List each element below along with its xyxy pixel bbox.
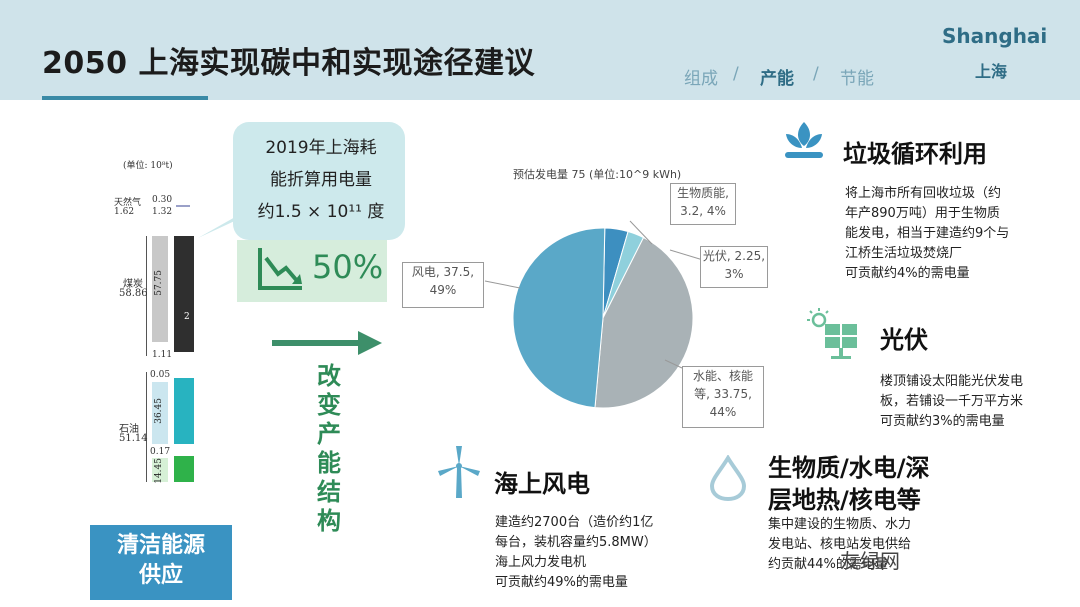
pie-slice-hydro — [594, 236, 694, 409]
solar-line: 板，若铺设一千万平方米 — [880, 394, 1024, 409]
nav-separator: / — [733, 64, 739, 84]
wind-turbine-icon — [438, 446, 480, 498]
pie-label-hydro: 水能、核能 等, 33.75, 44% — [682, 366, 764, 428]
energy-callout — [233, 122, 405, 240]
garbage-description: 将上海市所有回收垃圾（约 年产890万吨）用于生物质 能发电，相当于建造约9个与… — [845, 184, 1009, 284]
gas-label: 天然气 — [114, 198, 142, 208]
change-structure-text: 改变产能结构 — [317, 362, 341, 535]
coal-label: 煤炭 — [123, 279, 143, 290]
oil-bar-green — [174, 456, 194, 482]
clean-energy-text: 清洁能源 供应 — [90, 531, 232, 591]
coal-b-value: 1.11 — [152, 350, 173, 360]
solar-line: 可贡献约3%的需电量 — [880, 414, 1005, 429]
bio-description: 集中建设的生物质、水力 发电站、核电站发电供给 约贡献44%的需电量 — [768, 515, 911, 575]
page-title: 2050 上海实现碳中和实现途径建议 — [42, 46, 535, 81]
header-bar — [0, 0, 1080, 100]
clean-energy-line-1: 清洁能源 — [116, 533, 205, 558]
wind-line: 海上风力发电机 — [495, 555, 587, 570]
water-drop-icon — [709, 455, 747, 501]
wind-line: 可贡献约49%的需电量 — [495, 575, 628, 590]
nav-tab-production[interactable]: 产能 — [760, 69, 794, 89]
oil-bar-light — [152, 382, 168, 444]
callout-pointer — [198, 212, 254, 238]
wind-leader-line — [484, 280, 521, 289]
pie-label-wind-line-1: 风电, 37.5, — [411, 265, 475, 279]
garbage-line: 可贡献约4%的需电量 — [845, 266, 970, 281]
gas-a-value: 0.30 — [152, 195, 173, 205]
wind-title: 海上风电 — [494, 470, 590, 498]
wind-line: 每台，装机容量约5.8MW） — [495, 535, 657, 550]
garbage-line: 年产890万吨）用于生物质 — [845, 206, 1000, 221]
hydro-leader-line — [664, 359, 683, 369]
callout-line-3: 约1.5 × 10¹¹ 度 — [257, 202, 385, 222]
pie-label-solar: 光伏, 2.25, 3% — [700, 246, 768, 288]
bio-line: 发电站、核电站发电供给 — [768, 537, 912, 552]
nav-separator: / — [813, 64, 819, 84]
pie-label-hydro-line-1: 水能、核能 — [692, 369, 753, 383]
oil-a-value: 0.05 — [150, 370, 171, 380]
callout-line-2: 能折算用电量 — [270, 170, 372, 190]
percent-value: 50% — [312, 248, 384, 286]
pie-label-hydro-line-2: 等, 33.75, — [694, 387, 752, 401]
garbage-line: 江桥生活垃圾焚烧厂 — [845, 246, 963, 261]
coal-value: 58.86 — [119, 288, 148, 299]
clean-energy-box — [90, 525, 232, 600]
watermark-logo: 友绿网 — [840, 549, 900, 573]
pie-label-bio: 生物质能, 3.2, 4% — [670, 183, 736, 225]
coal-c-value: 2 — [184, 312, 190, 322]
stack-unit-label: (单位: 10⁸t) — [123, 161, 173, 171]
clean-energy-line-2: 供应 — [138, 563, 183, 588]
sprout-icon — [785, 122, 823, 158]
bio-line: 约贡献44%的需电量 — [768, 557, 888, 572]
coal-bar-dark — [174, 236, 194, 352]
solar-panel-icon — [807, 308, 857, 359]
bio-title-line-1: 生物质/水电/深 — [768, 454, 930, 482]
bio-title-line-2: 层地热/核电等 — [768, 486, 921, 514]
garbage-title: 垃圾循环利用 — [843, 140, 987, 168]
city-name-en: Shanghai — [942, 24, 1048, 48]
oil-value: 51.14 — [119, 433, 148, 444]
gas-b-value: 1.32 — [152, 207, 173, 217]
decline-chart-icon — [258, 248, 302, 290]
nav-tab-composition[interactable]: 组成 — [684, 69, 718, 89]
garbage-line: 能发电，相当于建造约9个与 — [845, 226, 1010, 241]
wind-line: 建造约2700台（造价约1亿 — [495, 515, 654, 530]
oil-bar-teal — [174, 378, 194, 444]
pie-label-bio-line-2: 3.2, 4% — [680, 204, 726, 218]
right-arrow-icon — [272, 331, 382, 355]
nav-tab-saving[interactable]: 节能 — [840, 69, 874, 89]
coal-bar-light — [152, 236, 168, 342]
oil-label: 石油 — [119, 424, 139, 435]
bio-line: 集中建设的生物质、水力 — [768, 517, 912, 532]
pie-label-bio-line-1: 生物质能, — [677, 186, 729, 200]
callout-text: 2019年上海耗 能折算用电量 约1.5 × 10¹¹ 度 — [246, 132, 396, 228]
gas-value: 1.62 — [114, 207, 135, 217]
pie-label-wind: 风电, 37.5, 49% — [402, 262, 484, 308]
pie-label-solar-line-1: 光伏, 2.25, — [702, 249, 766, 263]
oil-axis-line — [146, 372, 147, 482]
solar-leader-line — [669, 249, 704, 261]
oil-bar-lightgreen — [152, 458, 168, 482]
pie-chart-title: 预估发电量 75 (单位:10^9 kWh) — [513, 168, 682, 181]
gas-bar — [176, 205, 190, 207]
pie-label-hydro-line-3: 44% — [709, 405, 737, 419]
solar-title: 光伏 — [880, 326, 928, 354]
oil-c-value: 0.17 — [150, 447, 171, 457]
garbage-line: 将上海市所有回收垃圾（约 — [845, 186, 1002, 201]
pie-label-wind-line-2: 49% — [429, 283, 457, 297]
bio-leader-line — [629, 220, 653, 245]
coal-axis-line — [146, 236, 147, 356]
pie-label-solar-line-2: 3% — [724, 267, 744, 281]
title-underline — [42, 96, 208, 100]
wind-description: 建造约2700台（造价约1亿 每台，装机容量约5.8MW） 海上风力发电机 可贡… — [495, 513, 657, 593]
solar-line: 楼顶铺设太阳能光伏发电 — [880, 374, 1024, 389]
pie-slice-wind — [512, 227, 606, 409]
callout-line-1: 2019年上海耗 — [265, 138, 377, 158]
city-name-cn: 上海 — [975, 62, 1008, 81]
pie-chart — [512, 227, 694, 409]
solar-description: 楼顶铺设太阳能光伏发电 板，若铺设一千万平方米 可贡献约3%的需电量 — [880, 372, 1023, 432]
